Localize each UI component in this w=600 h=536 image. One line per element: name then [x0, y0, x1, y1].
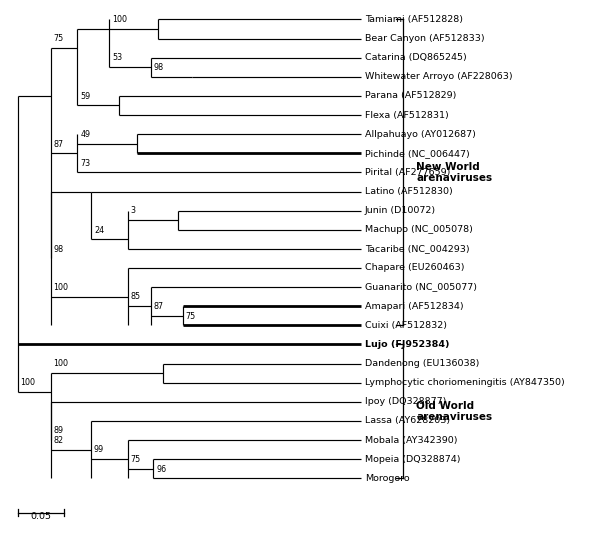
Text: 96: 96	[156, 465, 166, 473]
Text: New World
arenaviruses: New World arenaviruses	[416, 162, 493, 183]
Text: Catarina (DQ865245): Catarina (DQ865245)	[365, 53, 467, 62]
Text: Dandenong (EU136038): Dandenong (EU136038)	[365, 359, 479, 368]
Text: 49: 49	[80, 130, 91, 139]
Text: Ipoy (DQ328877): Ipoy (DQ328877)	[365, 397, 446, 406]
Text: 75: 75	[53, 34, 64, 43]
Text: Lassa (AY628203): Lassa (AY628203)	[365, 416, 450, 426]
Text: Morogoro: Morogoro	[365, 474, 410, 483]
Text: Guanarito (NC_005077): Guanarito (NC_005077)	[365, 282, 477, 292]
Text: Lujo (FJ952384): Lujo (FJ952384)	[365, 340, 449, 349]
Text: Flexa (AF512831): Flexa (AF512831)	[365, 110, 449, 120]
Text: Machupo (NC_005078): Machupo (NC_005078)	[365, 225, 473, 234]
Text: Amapari (AF512834): Amapari (AF512834)	[365, 302, 464, 311]
Text: Allpahuayo (AY012687): Allpahuayo (AY012687)	[365, 130, 476, 139]
Text: 75: 75	[131, 455, 141, 464]
Text: Bear Canyon (AF512833): Bear Canyon (AF512833)	[365, 34, 485, 43]
Text: 100: 100	[20, 378, 35, 388]
Text: Junin (D10072): Junin (D10072)	[365, 206, 436, 215]
Text: Whitewater Arroyo (AF228063): Whitewater Arroyo (AF228063)	[365, 72, 512, 81]
Text: 99: 99	[94, 445, 104, 455]
Text: 59: 59	[80, 92, 91, 101]
Text: 100: 100	[53, 359, 68, 368]
Text: 75: 75	[185, 311, 196, 321]
Text: 85: 85	[131, 293, 140, 301]
Text: 24: 24	[94, 226, 104, 235]
Text: 3: 3	[131, 206, 136, 215]
Text: 53: 53	[112, 54, 122, 63]
Text: Cuixi (AF512832): Cuixi (AF512832)	[365, 321, 447, 330]
Text: Chapare (EU260463): Chapare (EU260463)	[365, 264, 464, 272]
Text: 100: 100	[112, 15, 127, 24]
Text: 98: 98	[53, 244, 64, 254]
Text: Mopeia (DQ328874): Mopeia (DQ328874)	[365, 455, 461, 464]
Text: 87: 87	[53, 139, 64, 148]
Text: Old World
arenaviruses: Old World arenaviruses	[416, 400, 493, 422]
Text: Pichinde (NC_006447): Pichinde (NC_006447)	[365, 149, 470, 158]
Text: Parana (AF512829): Parana (AF512829)	[365, 92, 457, 100]
Text: Latino (AF512830): Latino (AF512830)	[365, 187, 453, 196]
Text: 100: 100	[53, 283, 68, 292]
Text: Lymphocytic choriomeningitis (AY847350): Lymphocytic choriomeningitis (AY847350)	[365, 378, 565, 387]
Text: 98: 98	[154, 63, 164, 72]
Text: 87: 87	[154, 302, 164, 311]
Text: Mobala (AY342390): Mobala (AY342390)	[365, 436, 458, 444]
Text: 82: 82	[53, 436, 64, 445]
Text: 89: 89	[53, 426, 64, 435]
Text: Tacaribe (NC_004293): Tacaribe (NC_004293)	[365, 244, 470, 254]
Text: Pirital (AF277659): Pirital (AF277659)	[365, 168, 451, 177]
Text: 73: 73	[80, 159, 91, 168]
Text: Tamiami (AF512828): Tamiami (AF512828)	[365, 15, 463, 24]
Text: 0.05: 0.05	[31, 512, 52, 522]
